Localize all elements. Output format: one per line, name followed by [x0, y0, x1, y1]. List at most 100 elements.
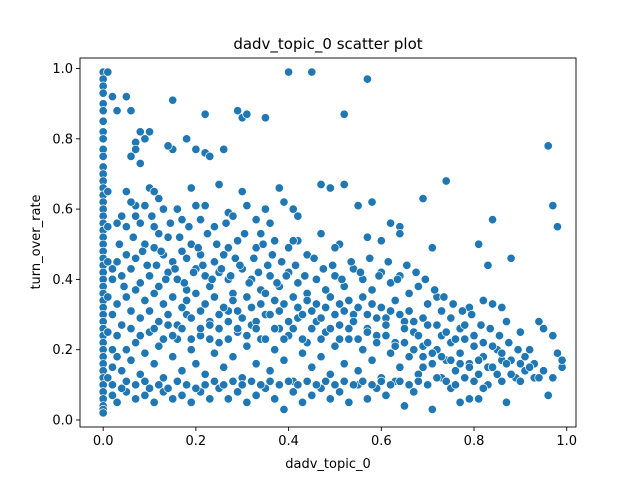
data-point — [228, 352, 238, 362]
data-point — [288, 292, 298, 302]
data-point — [149, 397, 159, 407]
data-point — [427, 243, 437, 253]
data-point — [478, 338, 488, 348]
data-point — [311, 299, 321, 309]
x-tick-label: 0.8 — [464, 434, 485, 449]
data-point — [140, 390, 150, 400]
data-point — [182, 253, 192, 263]
data-point — [344, 295, 354, 306]
data-point — [214, 179, 224, 190]
data-point — [158, 299, 168, 309]
data-point — [260, 288, 270, 299]
data-point — [98, 151, 108, 161]
data-point — [219, 250, 229, 260]
data-point — [154, 341, 164, 351]
data-point — [135, 158, 145, 168]
data-point — [163, 383, 173, 393]
data-point — [177, 246, 187, 256]
data-point — [270, 295, 280, 306]
data-point — [311, 274, 321, 284]
data-point — [457, 306, 467, 316]
data-point — [237, 186, 247, 197]
data-point — [103, 257, 113, 267]
data-point — [274, 380, 284, 390]
data-point — [223, 394, 233, 404]
data-point — [98, 134, 108, 144]
data-point — [321, 285, 331, 295]
data-point — [455, 359, 465, 369]
data-point — [193, 243, 203, 253]
data-point — [488, 341, 498, 351]
data-point — [474, 355, 484, 365]
data-point — [98, 116, 108, 126]
data-point — [325, 324, 335, 334]
data-point — [182, 380, 192, 390]
data-point — [325, 369, 335, 379]
data-point — [300, 271, 310, 281]
data-point — [186, 313, 196, 323]
data-point — [520, 352, 530, 362]
data-point — [219, 380, 229, 390]
data-point — [362, 74, 372, 84]
y-tick-label: 0.2 — [52, 343, 73, 358]
x-tick-label: 0.2 — [186, 434, 207, 449]
data-point — [114, 239, 124, 249]
data-point — [103, 67, 113, 77]
data-point — [249, 253, 259, 263]
data-point — [219, 144, 229, 154]
data-point — [358, 376, 368, 386]
data-point — [103, 292, 113, 302]
data-point — [158, 373, 168, 383]
data-point — [279, 404, 289, 414]
data-point — [223, 317, 233, 327]
data-point — [209, 292, 219, 302]
data-point — [138, 246, 148, 256]
data-point — [362, 309, 372, 320]
data-point — [131, 253, 141, 263]
data-point — [151, 260, 162, 270]
data-point — [420, 274, 430, 284]
data-point — [168, 331, 178, 341]
data-point — [107, 264, 117, 274]
data-point — [230, 253, 240, 263]
data-point — [126, 197, 136, 207]
data-point — [418, 194, 428, 204]
data-point — [288, 236, 298, 246]
data-point — [513, 345, 523, 355]
data-point — [450, 380, 461, 390]
data-point — [335, 334, 345, 344]
data-point — [240, 229, 250, 239]
data-point — [168, 292, 178, 302]
data-point — [367, 197, 377, 207]
data-point — [121, 186, 131, 197]
data-point — [126, 355, 136, 365]
data-point — [399, 401, 410, 411]
data-point — [483, 260, 493, 270]
data-point — [355, 267, 365, 277]
data-point — [325, 183, 335, 193]
data-point — [98, 408, 108, 418]
data-point — [121, 376, 131, 386]
data-point — [409, 387, 419, 397]
data-point — [131, 338, 141, 348]
y-tick-label: 0.4 — [52, 273, 73, 288]
data-point — [117, 271, 127, 281]
data-point — [195, 324, 206, 334]
data-point — [251, 215, 261, 225]
y-tick-label: 0.6 — [52, 203, 73, 218]
data-point — [209, 222, 219, 232]
data-point — [189, 267, 199, 277]
data-point — [219, 362, 229, 372]
data-point — [233, 387, 243, 397]
data-point — [170, 264, 180, 274]
data-point — [404, 288, 414, 299]
data-point — [200, 201, 210, 211]
data-point — [117, 320, 127, 330]
data-point — [274, 183, 284, 193]
data-point — [376, 236, 386, 246]
data-point — [455, 397, 465, 407]
data-point — [270, 236, 280, 246]
data-point — [140, 348, 150, 358]
data-point — [501, 397, 512, 407]
data-point — [330, 309, 340, 320]
